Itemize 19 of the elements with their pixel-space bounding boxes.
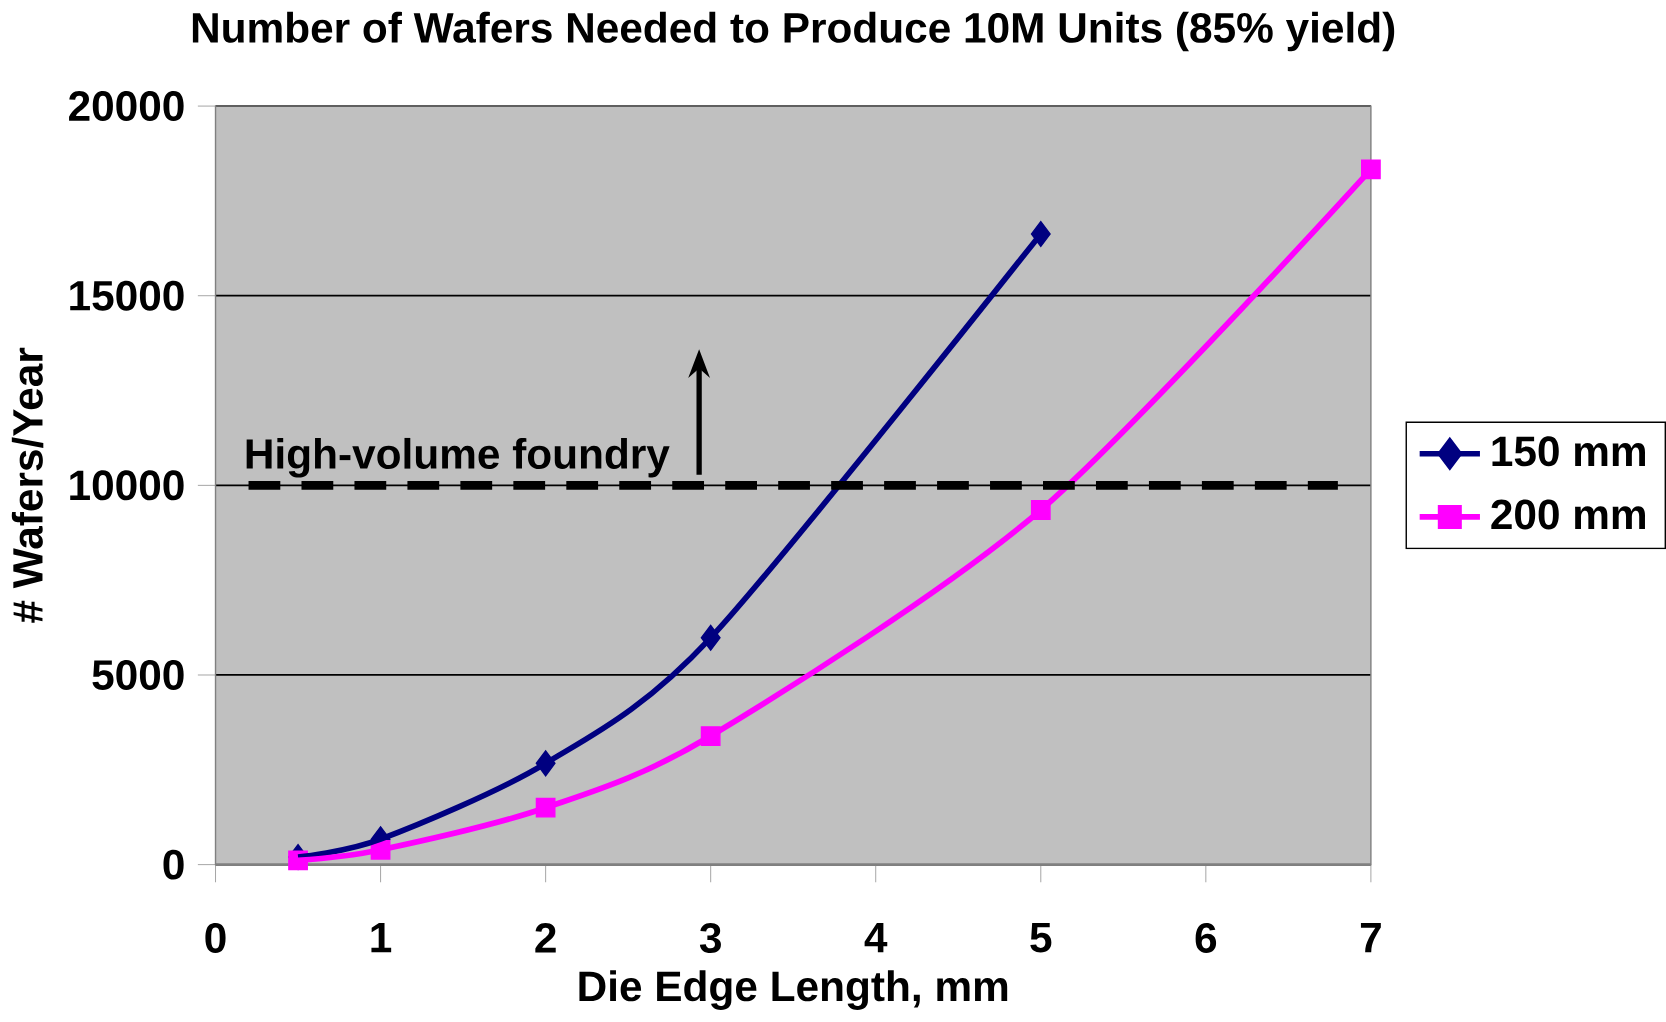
chart-title: Number of Wafers Needed to Produce 10M Units (85% yield) [192,11,1395,52]
y-tick-label: 15000 [70,280,184,311]
legend-label: 200 mm [1491,499,1645,530]
x-tick-label: 4 [864,923,888,953]
y-tick-label: 10000 [70,470,184,501]
y-tick-label: 5000 [92,660,184,691]
x-tick-label: 1 [371,923,392,953]
x-tick-label: 0 [205,923,226,954]
legend-label: 150 mm [1492,436,1645,467]
x-tick-label: 3 [699,923,721,954]
y-tick-label: 0 [163,849,184,880]
ref-line-label: High-volume foundry [246,438,670,478]
x-axis-title: Die Edge Length, mm [579,970,1008,1011]
x-tick-label: 5 [1030,923,1052,953]
y-tick-label: 20000 [69,91,184,122]
x-tick-label: 7 [1360,923,1381,953]
x-tick-label: 2 [535,923,556,953]
x-tick-label: 6 [1195,923,1217,954]
y-axis-title: # Wafers/Year [11,348,44,623]
